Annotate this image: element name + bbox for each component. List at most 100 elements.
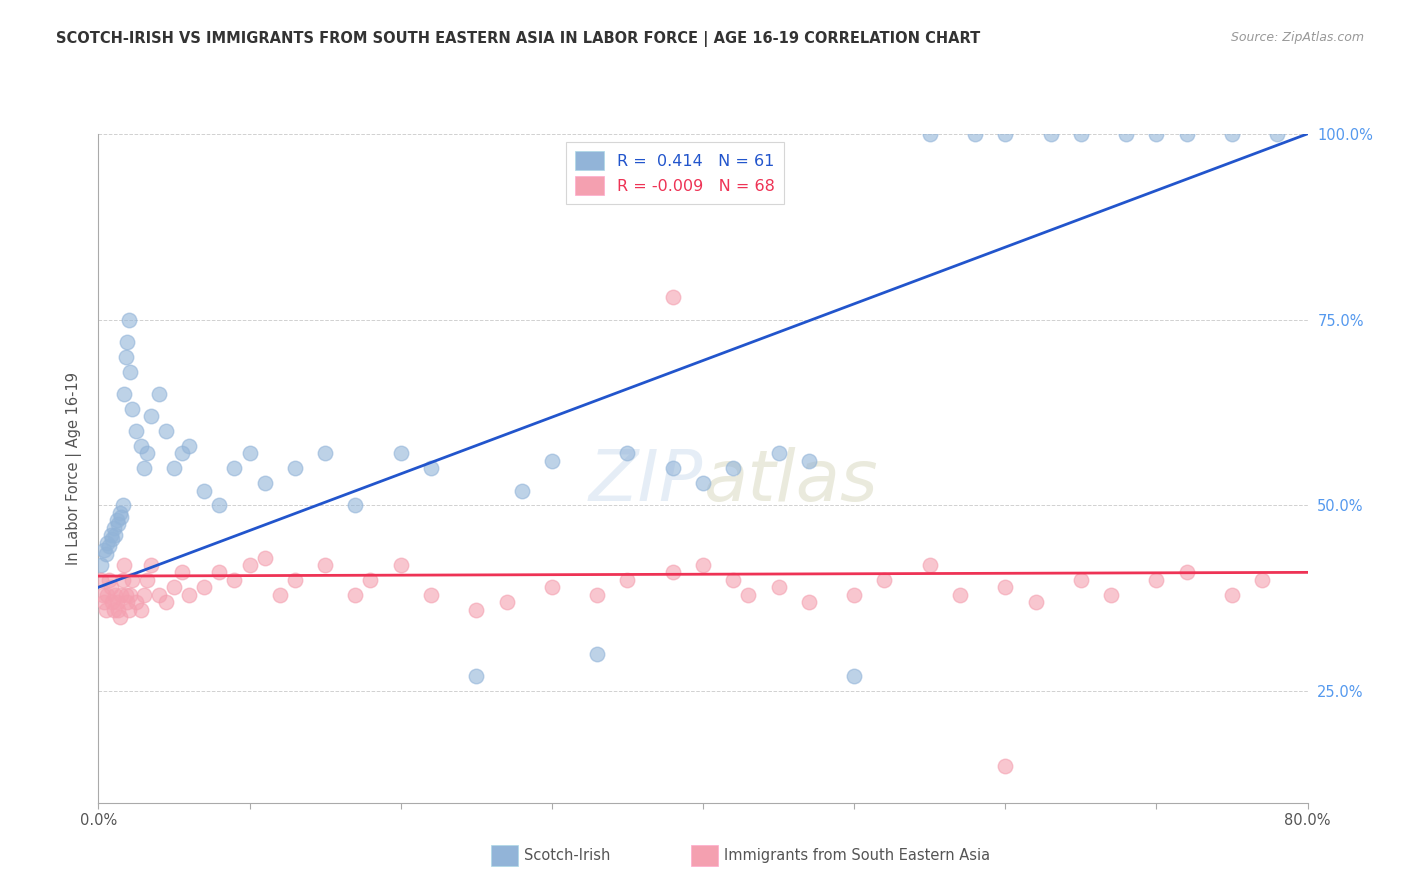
Point	[994, 758, 1017, 772]
Point	[110, 509, 132, 524]
Point	[105, 513, 128, 527]
Text: atlas: atlas	[703, 447, 877, 516]
Point	[129, 602, 152, 616]
Point	[1220, 588, 1243, 602]
Point	[510, 483, 533, 498]
Point	[994, 127, 1017, 141]
Point	[994, 580, 1017, 594]
Point	[314, 446, 336, 460]
Point	[284, 461, 307, 475]
Y-axis label: In Labor Force | Age 16-19: In Labor Force | Age 16-19	[66, 372, 83, 565]
Point	[179, 439, 201, 453]
Point	[208, 566, 231, 580]
Point	[96, 535, 118, 549]
Point	[723, 461, 745, 475]
Point	[662, 566, 685, 580]
Point	[389, 446, 412, 460]
Point	[918, 558, 941, 572]
Point	[541, 454, 564, 468]
Point	[98, 573, 121, 587]
Point	[465, 602, 488, 616]
Text: ZIP: ZIP	[589, 447, 703, 516]
Point	[1070, 127, 1092, 141]
Point	[100, 528, 122, 542]
Point	[155, 424, 177, 438]
Point	[132, 461, 155, 475]
Point	[108, 506, 131, 520]
Point	[132, 588, 155, 602]
Point	[420, 588, 443, 602]
Point	[616, 446, 638, 460]
Point	[93, 595, 115, 609]
Point	[111, 573, 134, 587]
Point	[104, 588, 127, 602]
Point	[170, 566, 193, 580]
Legend: R =  0.414   N = 61, R = -0.009   N = 68: R = 0.414 N = 61, R = -0.009 N = 68	[565, 142, 785, 204]
Point	[692, 558, 714, 572]
Point	[284, 573, 307, 587]
Point	[114, 588, 136, 602]
Point	[269, 588, 291, 602]
Point	[148, 387, 170, 401]
Point	[107, 517, 129, 532]
Point	[110, 588, 132, 602]
Point	[662, 290, 685, 304]
Point	[121, 401, 143, 416]
Point	[1175, 127, 1198, 141]
Point	[1220, 127, 1243, 141]
Point	[1267, 127, 1289, 141]
Point	[465, 669, 488, 683]
Point	[692, 476, 714, 491]
Point	[101, 532, 124, 546]
Point	[111, 499, 134, 513]
Point	[118, 312, 141, 326]
Point	[129, 439, 152, 453]
Point	[108, 610, 131, 624]
Point	[797, 454, 820, 468]
Point	[586, 647, 609, 661]
Text: SCOTCH-IRISH VS IMMIGRANTS FROM SOUTH EASTERN ASIA IN LABOR FORCE | AGE 16-19 CO: SCOTCH-IRISH VS IMMIGRANTS FROM SOUTH EA…	[56, 31, 980, 47]
Point	[253, 550, 276, 565]
Point	[224, 461, 246, 475]
Point	[1146, 127, 1168, 141]
Point	[141, 558, 163, 572]
Point	[91, 588, 114, 602]
Point	[193, 580, 215, 594]
Point	[103, 602, 125, 616]
Point	[96, 588, 118, 602]
Point	[616, 573, 638, 587]
Point	[135, 573, 157, 587]
Point	[965, 127, 987, 141]
Point	[170, 446, 193, 460]
Point	[389, 558, 412, 572]
Point	[100, 580, 122, 594]
Point	[135, 446, 157, 460]
Point	[148, 588, 170, 602]
FancyBboxPatch shape	[690, 845, 717, 866]
Point	[495, 595, 517, 609]
Point	[586, 588, 609, 602]
Point	[112, 387, 135, 401]
Point	[104, 528, 127, 542]
Point	[1099, 588, 1122, 602]
Point	[768, 446, 790, 460]
Point	[1146, 573, 1168, 587]
Point	[121, 573, 143, 587]
Point	[918, 127, 941, 141]
Point	[662, 461, 685, 475]
Point	[208, 499, 231, 513]
Point	[344, 588, 367, 602]
Point	[1115, 127, 1137, 141]
Point	[112, 558, 135, 572]
Point	[193, 483, 215, 498]
Point	[1039, 127, 1062, 141]
Point	[114, 350, 136, 364]
Point	[541, 580, 564, 594]
Point	[115, 334, 138, 349]
Point	[90, 573, 112, 587]
Point	[873, 573, 896, 587]
Point	[420, 461, 443, 475]
Point	[105, 595, 128, 609]
Point	[1175, 566, 1198, 580]
Point	[94, 602, 117, 616]
